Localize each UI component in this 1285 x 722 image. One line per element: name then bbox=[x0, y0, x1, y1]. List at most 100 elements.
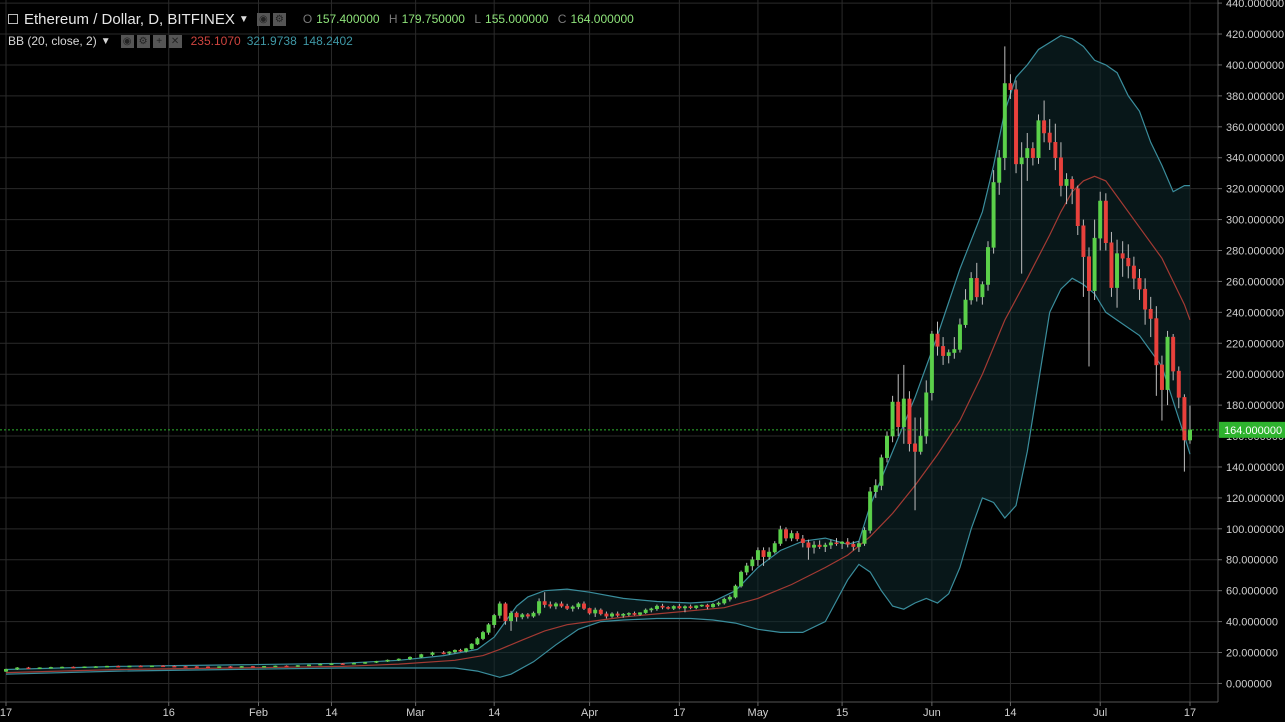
candle-body bbox=[1070, 179, 1075, 189]
candle bbox=[161, 665, 166, 668]
candle bbox=[666, 606, 671, 610]
candle bbox=[615, 611, 620, 617]
collapse-toggle[interactable] bbox=[8, 14, 18, 24]
candle-body bbox=[918, 435, 923, 452]
indicator-menu-caret-icon[interactable]: ▼ bbox=[100, 35, 111, 47]
candle bbox=[649, 607, 654, 613]
candle-body bbox=[318, 663, 323, 666]
candle-body bbox=[901, 398, 906, 428]
candle-body bbox=[559, 603, 564, 607]
candle-body bbox=[778, 529, 783, 544]
price-tick-label: 420.000000 bbox=[1226, 29, 1284, 41]
symbol-title[interactable]: Ethereum / Dollar, D, BITFINEX bbox=[24, 10, 235, 28]
candle-body bbox=[868, 491, 873, 531]
candle bbox=[464, 647, 469, 653]
price-tick-label: 320.000000 bbox=[1226, 184, 1284, 196]
candle-body bbox=[1092, 237, 1097, 291]
candle-body bbox=[441, 652, 446, 655]
candle-body bbox=[565, 605, 570, 609]
candle-body bbox=[452, 649, 457, 653]
candle-body bbox=[93, 666, 98, 668]
candle bbox=[896, 374, 901, 437]
close-icon[interactable]: ✕ bbox=[168, 34, 182, 48]
candle-body bbox=[464, 648, 469, 652]
candle-body bbox=[570, 606, 575, 609]
candle-body bbox=[520, 614, 525, 618]
price-tick-label: 260.000000 bbox=[1226, 276, 1284, 288]
candle bbox=[638, 612, 643, 616]
candle-body bbox=[194, 666, 199, 668]
candle-body bbox=[514, 612, 519, 618]
time-axis[interactable]: 17 16 Feb 14 Mar 14 Apr 17 May 15 Jun 14 Jul 17 bbox=[0, 701, 1285, 722]
candle bbox=[828, 539, 833, 549]
candle-body bbox=[1143, 288, 1148, 310]
candle-body bbox=[284, 665, 289, 668]
price-tick-label: 360.000000 bbox=[1226, 122, 1284, 134]
candle-body bbox=[172, 665, 177, 668]
add-icon[interactable]: + bbox=[152, 34, 166, 48]
candle-body bbox=[408, 656, 413, 660]
candle bbox=[705, 603, 710, 610]
candle-body bbox=[525, 614, 530, 617]
price-axis-bg bbox=[1218, 0, 1285, 722]
candle-body bbox=[957, 324, 962, 350]
candle bbox=[250, 665, 255, 668]
candle-body bbox=[581, 603, 586, 609]
bollinger-bands bbox=[5, 34, 1191, 678]
candle bbox=[1143, 278, 1148, 325]
candle-body bbox=[598, 609, 603, 615]
candle-body bbox=[991, 182, 996, 248]
candle bbox=[789, 530, 794, 542]
candle-body bbox=[840, 541, 845, 544]
candle bbox=[4, 668, 8, 673]
candle bbox=[626, 612, 631, 617]
candle-body bbox=[48, 667, 53, 669]
candle-body bbox=[553, 603, 558, 607]
time-axis-bg bbox=[0, 702, 1285, 722]
indicator-label[interactable]: BB (20, close, 2) bbox=[8, 34, 97, 48]
candle-body bbox=[946, 352, 951, 356]
price-tick-label: 120.000000 bbox=[1226, 493, 1284, 505]
candle bbox=[935, 321, 940, 356]
settings-gear-icon[interactable]: ⚙ bbox=[136, 34, 150, 48]
candle-body bbox=[206, 666, 210, 668]
candle bbox=[750, 556, 755, 571]
candle bbox=[671, 605, 676, 610]
price-tick-label: 440.000000 bbox=[1226, 0, 1284, 10]
candle-body bbox=[503, 603, 508, 622]
candle-body bbox=[1126, 257, 1131, 267]
candle bbox=[654, 604, 659, 611]
symbol-menu-caret-icon[interactable]: ▼ bbox=[238, 13, 249, 25]
candle-body bbox=[587, 608, 592, 614]
bb-lower-line bbox=[5, 277, 1191, 678]
time-tick-label: May bbox=[748, 707, 769, 719]
candle-body bbox=[1014, 89, 1019, 165]
price-tick-label: 0.000000 bbox=[1226, 678, 1272, 690]
eye-icon[interactable]: ◉ bbox=[120, 34, 134, 48]
eye-icon[interactable]: ◉ bbox=[256, 12, 270, 26]
candle bbox=[823, 542, 828, 553]
candle-body bbox=[1103, 200, 1108, 244]
settings-gear-icon[interactable]: ⚙ bbox=[272, 12, 286, 26]
candle-body bbox=[739, 571, 744, 587]
candle bbox=[60, 666, 65, 669]
candle-body bbox=[935, 333, 940, 347]
candle-body bbox=[711, 604, 716, 608]
candle-body bbox=[879, 457, 884, 486]
candle bbox=[565, 603, 570, 610]
candle bbox=[946, 349, 951, 364]
chart-header: Ethereum / Dollar, D, BITFINEX ▼ ◉ ⚙ O 15… bbox=[8, 9, 634, 29]
candle-body bbox=[772, 543, 777, 553]
candle bbox=[862, 527, 867, 546]
candle-body bbox=[1098, 200, 1103, 239]
candle bbox=[570, 605, 575, 612]
candle bbox=[1087, 247, 1091, 367]
candle bbox=[610, 612, 615, 618]
candle bbox=[598, 608, 603, 616]
candle bbox=[733, 584, 738, 599]
bb-lower-value: 148.2402 bbox=[302, 34, 353, 48]
candle bbox=[834, 538, 839, 546]
candle-body bbox=[896, 401, 901, 428]
